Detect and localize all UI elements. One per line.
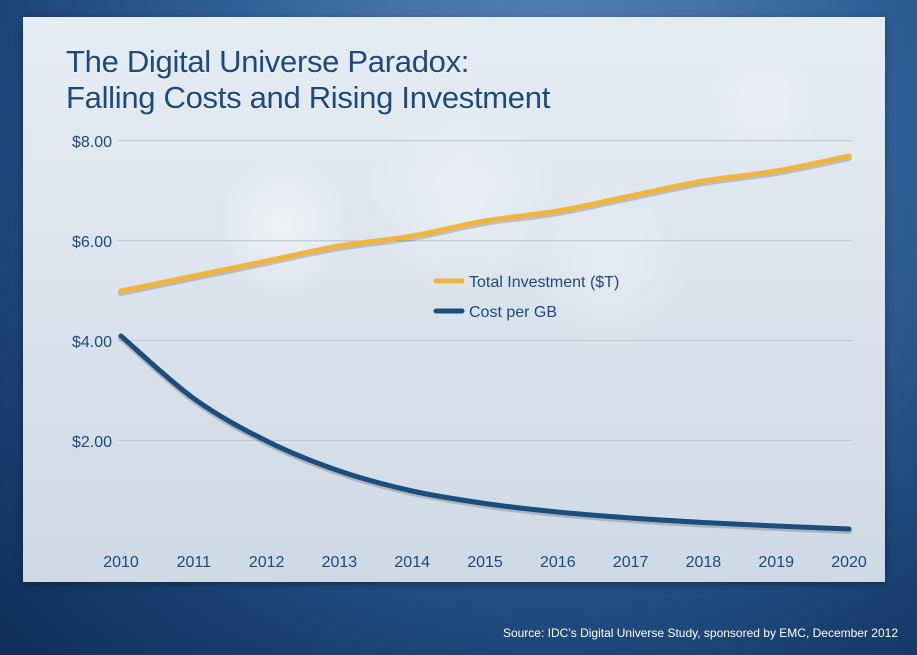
x-tick-label: 2017: [613, 554, 649, 571]
legend-item-total-investment: Total Investment ($T): [433, 274, 619, 291]
x-tick-label: 2018: [686, 554, 722, 571]
x-tick-label: 2012: [249, 554, 285, 571]
x-tick-label: 2010: [103, 554, 139, 571]
y-tick-label: $2.00: [72, 434, 112, 451]
x-tick-label: 2011: [177, 554, 212, 571]
y-tick-label: $6.00: [72, 234, 112, 251]
y-tick-label: $4.00: [72, 334, 112, 351]
x-tick-label: 2016: [540, 554, 576, 571]
y-axis-ticks: $2.00 $4.00 $6.00 $8.00: [72, 134, 112, 451]
series-lines: [118, 153, 852, 534]
x-tick-label: 2015: [467, 554, 503, 571]
legend-label: Total Investment ($T): [469, 274, 619, 291]
x-tick-label: 2013: [322, 554, 358, 571]
series-line-cost-per-gb: [118, 333, 852, 532]
chart-title-line2: Falling Costs and Rising Investment: [66, 80, 551, 115]
gridlines: [118, 140, 852, 443]
chart-title: The Digital Universe Paradox: Falling Co…: [66, 44, 550, 116]
chart-title-line1: The Digital Universe Paradox:: [66, 44, 470, 79]
legend-item-cost-per-gb: Cost per GB: [433, 304, 557, 321]
y-tick-label: $8.00: [72, 134, 112, 151]
legend-label: Cost per GB: [469, 304, 557, 321]
x-axis-ticks: 2010 2011 2012 2013 2014 2015 2016 2017 2018 2019…: [103, 554, 867, 571]
x-tick-label: 2014: [394, 554, 430, 571]
source-note: Source: IDC’s Digital Universe Study, sp…: [502, 626, 898, 640]
series-line-total-investment: [118, 153, 852, 294]
x-tick-label: 2020: [831, 554, 867, 571]
x-tick-label: 2019: [758, 554, 794, 571]
legend: Total Investment ($T) Cost per GB: [433, 274, 619, 321]
